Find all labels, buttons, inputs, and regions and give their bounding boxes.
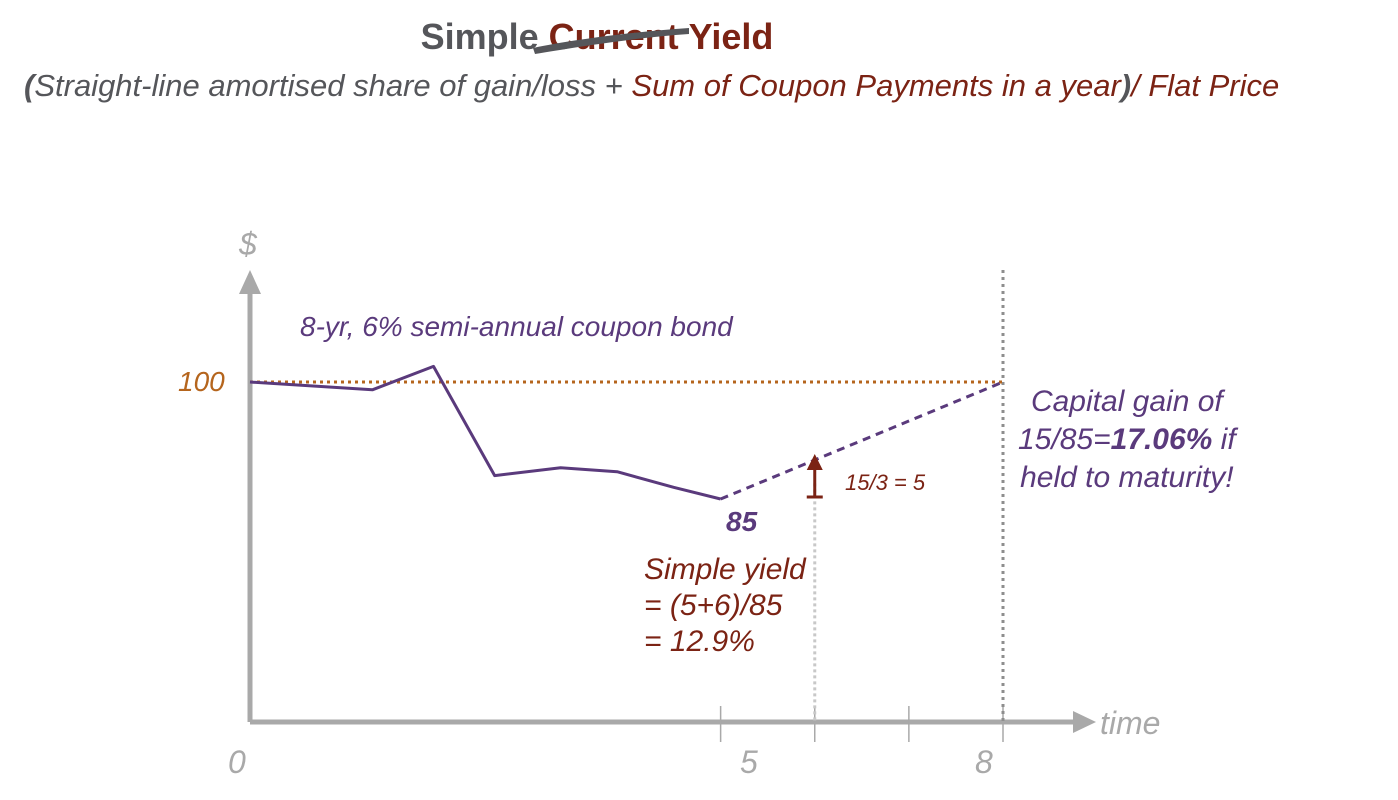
y-axis-arrow (239, 270, 261, 294)
title-simple: Simple (420, 16, 539, 57)
tick-label-8: 8 (975, 744, 993, 780)
capital-gain-line3: held to maturity! (1020, 461, 1234, 494)
formula: (Straight-line amortised share of gain/l… (24, 68, 1279, 104)
simple-yield-line1: Simple yield (644, 553, 806, 586)
x-axis-label: time (1100, 705, 1161, 741)
formula-part1: Straight-line amortised share of gain/lo… (34, 68, 632, 103)
formula-close-paren: ) (1120, 68, 1132, 103)
y-axis-label: $ (239, 226, 257, 262)
step-label: 15/3 = 5 (845, 470, 926, 495)
formula-part3: / Flat Price (1131, 68, 1280, 103)
bond-description: 8-yr, 6% semi-annual coupon bond (300, 311, 733, 342)
series-line-dashed (720, 380, 1004, 501)
capital-gain-line2: 15/85=17.06% if (1018, 421, 1236, 459)
reference-lines (250, 270, 1005, 722)
x-axis-arrow (1073, 711, 1096, 733)
series-line-solid (249, 364, 721, 501)
capital-gain-line2-c: if (1212, 423, 1236, 456)
formula-part2: Sum of Coupon Payments in a year (631, 68, 1121, 103)
capital-gain-pct: 17.06% (1110, 423, 1213, 456)
par-value-label: 100 (178, 366, 225, 397)
formula-open-paren: ( (24, 68, 35, 103)
simple-yield-line3: = 12.9% (644, 625, 755, 658)
title-yield: Yield (688, 16, 774, 57)
tick-label-0: 0 (228, 744, 246, 780)
series (249, 364, 1004, 501)
capital-gain-line2-a: 15/85= (1018, 423, 1111, 456)
step-arrow-head (806, 454, 823, 470)
simple-yield-annotation: Simple yield = (5+6)/85 = 12.9% (644, 552, 806, 660)
annotations (806, 454, 823, 499)
capital-gain-line1: Capital gain of (1030, 385, 1223, 418)
tick-label-5: 5 (740, 744, 758, 780)
price-label: 85 (726, 506, 758, 537)
capital-gain-annotation: Capital gain of 15/85=17.06% if held to … (1018, 383, 1236, 497)
axes (239, 270, 1096, 733)
simple-yield-line2: = (5+6)/85 (644, 589, 783, 622)
